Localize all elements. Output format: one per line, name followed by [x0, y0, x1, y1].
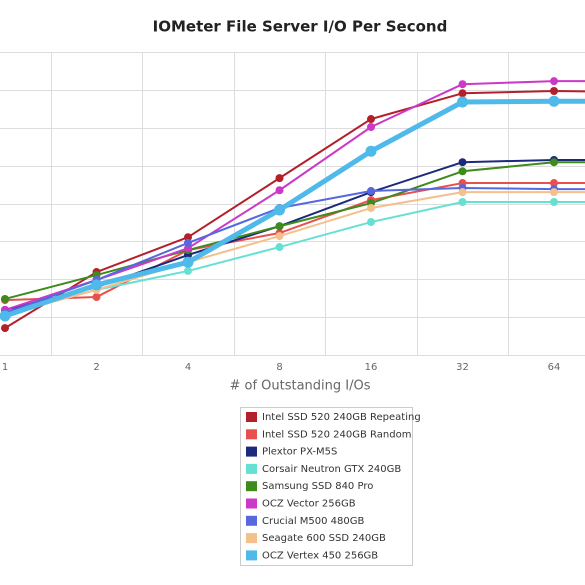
series-line	[4, 182, 585, 302]
x-tick-label: 64	[548, 362, 561, 373]
data-point	[367, 187, 375, 196]
data-point	[184, 238, 192, 247]
series-line	[4, 98, 585, 319]
legend-swatch	[246, 412, 257, 422]
data-point	[458, 158, 467, 167]
legend-box	[240, 407, 413, 566]
legend-swatch	[246, 550, 257, 561]
legend-swatch	[246, 515, 257, 526]
legend-label: Seagate 600 SSD 240GB	[262, 533, 386, 544]
x-tick-label: 2	[93, 362, 99, 373]
series-line	[4, 191, 585, 316]
legend-label: Corsair Neutron GTX 240GB	[262, 464, 401, 475]
data-point	[275, 186, 284, 195]
x-tick-label: 1	[2, 362, 8, 373]
data-point	[275, 232, 284, 241]
data-point	[550, 87, 558, 96]
data-point	[550, 197, 558, 206]
data-point	[92, 293, 101, 302]
x-tick-label: 32	[456, 362, 469, 373]
data-point	[184, 233, 192, 242]
data-point	[550, 77, 558, 86]
legend-label: Plextor PX-M5S	[262, 447, 337, 458]
data-point	[0, 310, 11, 322]
data-point	[367, 122, 375, 131]
legend-swatch	[246, 481, 257, 492]
data-point	[182, 256, 194, 268]
series-line	[4, 186, 585, 314]
data-point	[274, 204, 285, 216]
legend-swatch	[246, 463, 257, 474]
legend-swatch	[246, 446, 257, 457]
data-point	[91, 279, 102, 291]
data-point	[275, 174, 284, 183]
legend-label: Samsung SSD 840 Pro	[262, 481, 373, 492]
chart-title: IOMeter File Server I/O Per Second	[153, 18, 448, 36]
legend-label: OCZ Vertex 450 256GB	[262, 550, 378, 561]
data-point	[458, 197, 467, 206]
data-point	[1, 324, 9, 333]
data-point	[458, 80, 467, 89]
legend-swatch	[246, 533, 257, 544]
data-point	[1, 294, 9, 303]
legend-swatch	[246, 429, 257, 440]
data-point	[548, 95, 560, 107]
legend-label: Crucial M500 480GB	[262, 516, 365, 527]
data-point	[458, 89, 467, 98]
legend-label: Intel SSD 520 240GB Repeating	[262, 412, 421, 423]
data-point	[457, 96, 468, 108]
series-line	[4, 161, 585, 300]
legend-label: OCZ Vector 256GB	[262, 499, 356, 510]
data-point	[458, 167, 467, 176]
data-point	[550, 158, 558, 167]
x-tick-label: 16	[365, 362, 378, 373]
data-point	[458, 188, 467, 197]
legend-swatch	[246, 498, 257, 509]
data-point	[550, 179, 558, 188]
data-point	[367, 204, 375, 213]
data-point	[275, 222, 284, 231]
x-axis-title: # of Outstanding I/Os	[229, 379, 370, 394]
x-tick-label: 4	[185, 362, 191, 373]
data-point	[275, 243, 284, 252]
x-tick-label: 8	[276, 362, 282, 373]
legend-label: Intel SSD 520 240GB Random	[262, 429, 411, 440]
series-line	[4, 200, 585, 314]
data-point	[550, 188, 558, 197]
series-line	[4, 90, 585, 329]
data-point	[184, 266, 192, 275]
data-point	[367, 218, 375, 227]
data-point	[367, 115, 375, 124]
data-point	[365, 145, 377, 157]
